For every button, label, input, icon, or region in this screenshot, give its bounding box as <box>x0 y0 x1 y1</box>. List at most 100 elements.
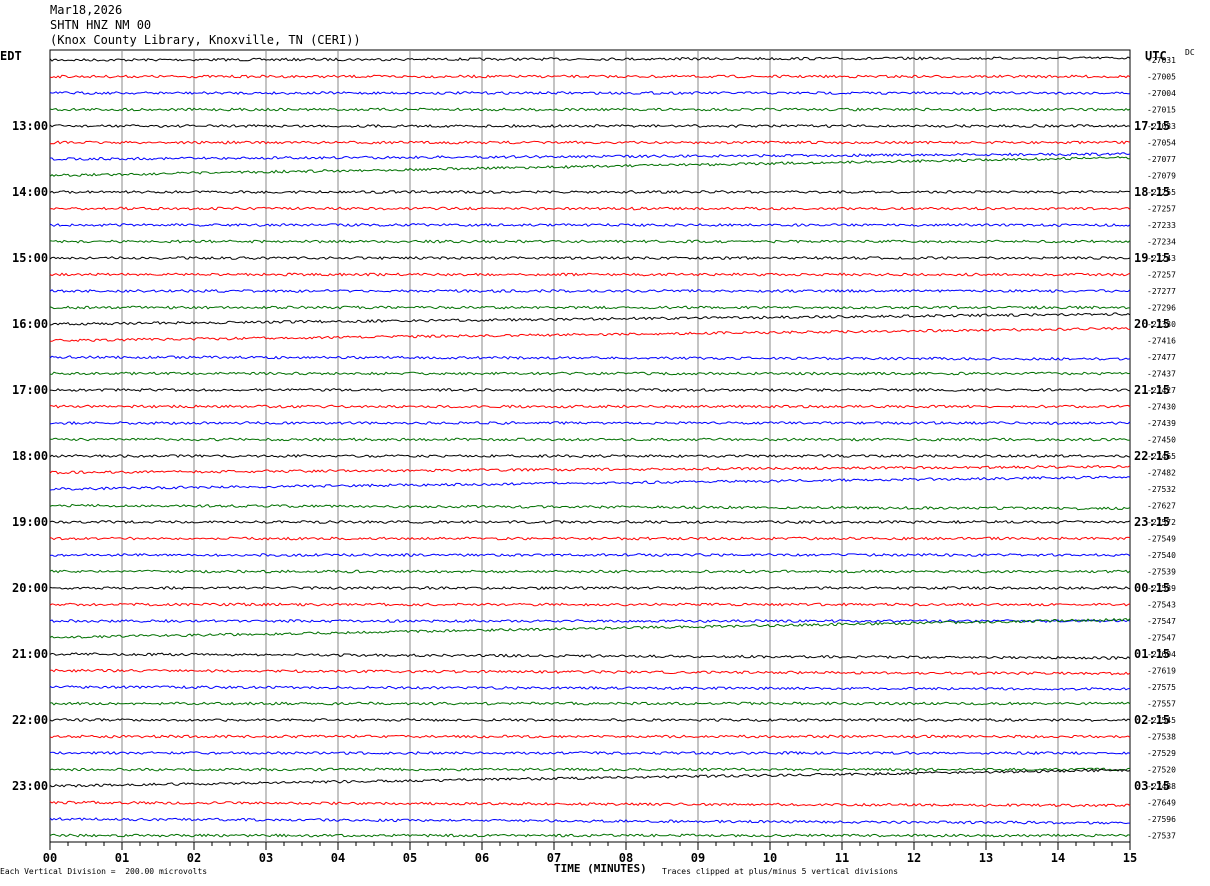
x-axis-title: TIME (MINUTES) <box>554 862 647 875</box>
station-code: SHTN HNZ NM 00 <box>50 18 152 32</box>
x-tick-label: 06 <box>475 851 489 865</box>
dc-offset-label: -27330 <box>1147 320 1176 329</box>
dc-offset-label: -27557 <box>1147 700 1176 709</box>
dc-offset-label: -27539 <box>1147 568 1176 577</box>
dc-offset-label: -27257 <box>1147 271 1176 280</box>
right-hour-label: 02:15 <box>1134 713 1170 727</box>
trace-line <box>49 305 1130 310</box>
x-tick-label: 03 <box>259 851 273 865</box>
dc-offset-label: -27079 <box>1147 172 1176 181</box>
plot-frame <box>49 49 1131 843</box>
left-hour-label: 13:00 <box>12 119 48 133</box>
trace-line <box>49 602 1131 607</box>
dc-offset-label: -27033 <box>1147 122 1176 131</box>
x-tick-label: 15 <box>1123 851 1137 865</box>
trace-line <box>49 569 1131 574</box>
right-hour-label: 21:15 <box>1134 383 1170 397</box>
dc-offset-label: -27077 <box>1147 155 1176 164</box>
trace-line <box>49 585 1131 591</box>
right-hour-label: 20:15 <box>1134 317 1170 331</box>
left-hour-label: 23:00 <box>12 779 48 793</box>
x-tick-label: 08 <box>619 851 633 865</box>
trace-line <box>49 107 1131 112</box>
row-labels: -27031 -27005 -27004 -27015 -27033 -27054 -270… <box>12 56 1176 841</box>
dc-offset-label: -27005 <box>1147 73 1176 82</box>
trace-line <box>49 817 1130 825</box>
trace-line <box>49 91 1131 96</box>
x-tick-label: 12 <box>907 851 921 865</box>
trace-line <box>49 617 1131 639</box>
trace-line <box>49 206 1131 211</box>
dc-offset-label: -27649 <box>1147 799 1176 808</box>
left-hour-label: 19:00 <box>12 515 48 529</box>
trace-line <box>49 718 1131 723</box>
left-timezone-label: EDT <box>0 49 22 63</box>
left-hour-label: 18:00 <box>12 449 48 463</box>
trace-line <box>49 272 1131 277</box>
trace-line <box>49 519 1131 525</box>
trace-line <box>50 152 1131 161</box>
x-tick-label: 01 <box>115 851 129 865</box>
trace-line <box>49 618 1131 623</box>
dc-offset-label: -27547 <box>1147 617 1176 626</box>
time-axis: 00 01 02 03 04 05 06 07 08 09 10 11 12 13 14 15 <box>43 842 1137 865</box>
x-tick-label: 13 <box>979 851 993 865</box>
x-tick-label: 04 <box>331 851 345 865</box>
trace-line <box>49 155 1131 177</box>
x-tick-label: 14 <box>1051 851 1065 865</box>
x-tick-label: 10 <box>763 851 777 865</box>
trace-line <box>49 140 1131 145</box>
dc-offset-label: -27482 <box>1147 469 1176 478</box>
trace-line <box>49 652 1131 661</box>
dc-offset-label: -27450 <box>1147 436 1176 445</box>
trace-line <box>49 536 1131 541</box>
dc-offset-label: -27694 <box>1147 650 1176 659</box>
trace-line <box>49 668 1131 676</box>
dc-offset-header: DC <box>1185 48 1195 57</box>
dc-offset-label: -27575 <box>1147 683 1176 692</box>
trace-line <box>49 421 1131 426</box>
trace-line <box>49 800 1131 808</box>
dc-offset-label: -27529 <box>1147 749 1176 758</box>
dc-offset-label: -27233 <box>1147 221 1176 230</box>
trace-line <box>49 503 1131 511</box>
trace-line <box>49 404 1131 409</box>
dc-offset-label: -27488 <box>1147 782 1176 791</box>
trace-line <box>49 734 1131 739</box>
left-hour-label: 22:00 <box>12 713 48 727</box>
dc-offset-label: -27540 <box>1147 551 1176 560</box>
plot-date: Mar18,2026 <box>50 3 123 17</box>
dc-offset-label: -27572 <box>1147 518 1176 527</box>
trace-line <box>49 255 1131 261</box>
x-tick-label: 02 <box>187 851 201 865</box>
dc-offset-label: -27532 <box>1147 485 1176 494</box>
trace-line <box>49 56 1131 62</box>
dc-offset-label: -27416 <box>1147 337 1176 346</box>
dc-offset-label: -27539 <box>1147 584 1176 593</box>
dc-offset-label: -27234 <box>1147 238 1176 247</box>
right-hour-label: 17:15 <box>1134 119 1170 133</box>
dc-offset-label: -27520 <box>1147 766 1176 775</box>
dc-offset-label: -27243 <box>1147 254 1176 263</box>
trace-line <box>49 475 1131 491</box>
dc-offset-label: -27296 <box>1147 304 1176 313</box>
right-hour-label: 19:15 <box>1134 251 1170 265</box>
right-hour-label: 18:15 <box>1134 185 1170 199</box>
x-tick-label: 05 <box>403 851 417 865</box>
trace-line <box>49 768 1131 788</box>
trace-line <box>49 552 1131 557</box>
trace-line <box>49 371 1131 376</box>
trace-line <box>49 239 1131 244</box>
dc-offset-label: -27545 <box>1147 716 1176 725</box>
right-hour-label: 22:15 <box>1134 449 1170 463</box>
right-hour-label: 03:15 <box>1134 779 1170 793</box>
trace-line <box>49 312 1131 326</box>
x-tick-label: 00 <box>43 851 57 865</box>
dc-offset-label: -27547 <box>1147 634 1176 643</box>
x-tick-label: 11 <box>835 851 849 865</box>
trace-line <box>49 387 1131 393</box>
right-hour-label: 23:15 <box>1134 515 1170 529</box>
dc-offset-label: -27549 <box>1147 535 1176 544</box>
dc-offset-label: -27465 <box>1147 452 1176 461</box>
